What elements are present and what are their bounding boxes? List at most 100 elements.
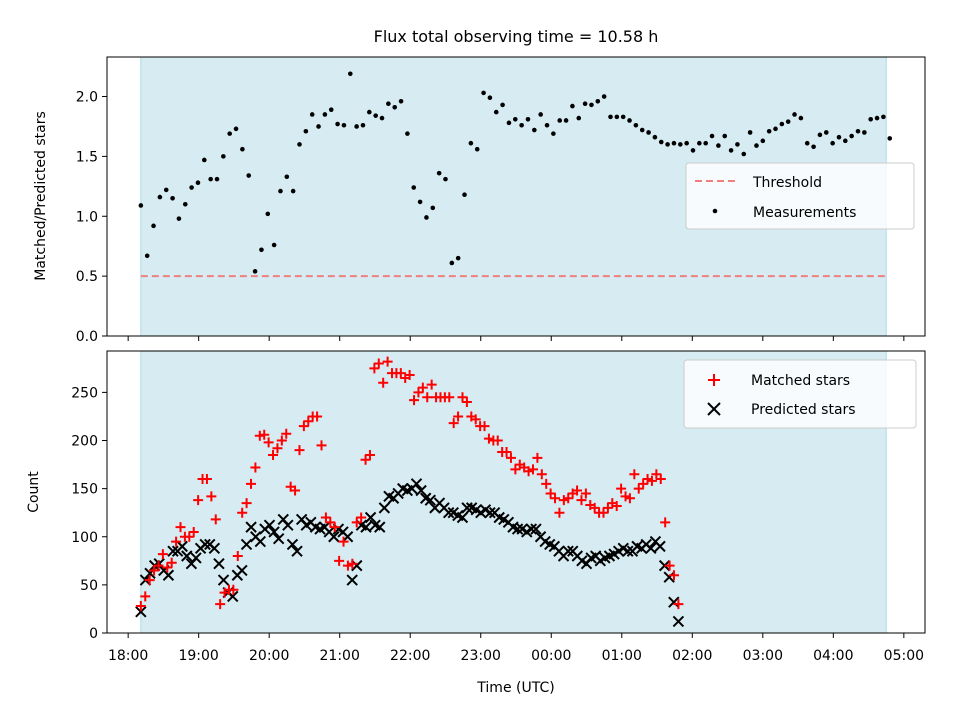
bottom-y-tick-label: 0 — [89, 626, 98, 642]
measurement-point — [887, 136, 893, 141]
measurement-point — [392, 104, 398, 110]
measurement-point — [601, 94, 607, 99]
measurement-point — [208, 176, 213, 182]
matched-stars-point — [651, 469, 662, 480]
matched-stars-point — [281, 428, 292, 439]
predicted-stars-point — [374, 521, 386, 533]
matched-stars-point — [558, 495, 569, 506]
measurement-point — [316, 124, 321, 129]
matched-stars-point — [342, 560, 353, 571]
top-y-tick-label: 0.0 — [76, 329, 98, 345]
matched-stars-point — [144, 575, 155, 586]
bottom-panel: 0 50 100 150 200 250 18:00 19:00 20:00 21:00 22:00… — [26, 350, 926, 696]
x-tick-label: 05:00 — [884, 648, 924, 664]
x-tick-label: 20:00 — [249, 648, 289, 664]
predicted-stars-point — [378, 502, 391, 514]
bottom-y-tick-label: 50 — [80, 578, 98, 594]
predicted-stars-point — [217, 574, 230, 586]
matched-stars-point — [232, 551, 243, 562]
measurement-point — [252, 269, 258, 274]
matched-stars-point — [290, 485, 301, 496]
predicted-stars-point — [668, 596, 680, 608]
measurement-point — [576, 115, 582, 121]
measurement-point — [481, 90, 486, 96]
matched-stars-point — [338, 536, 349, 547]
matched-stars-point — [241, 498, 252, 509]
matched-stars-point — [162, 562, 173, 573]
measurement-point — [227, 131, 232, 136]
measurement-point — [163, 187, 169, 193]
matched-stars-point — [660, 517, 671, 528]
matched-stars-point — [294, 445, 305, 456]
matched-stars-point — [140, 591, 151, 602]
measurement-point — [697, 140, 702, 146]
measurement-point — [741, 151, 747, 157]
predicted-stars-point — [424, 494, 437, 506]
matched-stars-point — [347, 558, 358, 569]
x-tick-label: 19:00 — [178, 648, 218, 664]
matched-stars-point — [303, 416, 314, 427]
matched-stars-point — [470, 414, 481, 425]
matched-stars-point — [638, 478, 649, 489]
matched-stars-point — [272, 443, 283, 454]
measurement-point — [360, 122, 366, 128]
matched-stars-point — [444, 392, 455, 403]
x-tick-label: 21:00 — [320, 648, 360, 664]
x-tick-label: 23:00 — [461, 648, 501, 664]
measurement-point — [862, 130, 867, 135]
matched-stars-point — [153, 560, 164, 571]
matched-stars-point — [673, 599, 684, 610]
matched-stars-point — [246, 478, 257, 489]
matched-stars-point — [457, 392, 468, 403]
matched-stars-legend-swatch — [708, 374, 720, 386]
bottom-axes-frame — [106, 350, 926, 634]
measurement-point — [570, 103, 575, 109]
measurement-point — [398, 99, 404, 104]
predicted-stars-point — [360, 521, 372, 533]
matched-stars-point — [505, 452, 516, 463]
measurement-point — [817, 132, 823, 138]
measurement-point — [760, 138, 766, 144]
x-tick-label: 00:00 — [531, 648, 571, 664]
predicted-stars-point — [511, 523, 524, 535]
measurement-point — [379, 115, 385, 121]
measurement-point — [176, 216, 182, 221]
predicted-stars-point — [525, 523, 538, 535]
matched-stars-point — [210, 514, 221, 525]
matched-stars-point — [184, 531, 195, 542]
predicted-stars-point — [456, 511, 469, 524]
measurement-point — [728, 148, 734, 153]
predicted-stars-point — [415, 484, 427, 497]
predicted-stars-point — [272, 532, 285, 545]
measurement-point — [265, 211, 271, 217]
matched-stars-point — [541, 478, 552, 489]
x-axis-label: Time (UTC) — [476, 680, 554, 696]
measurement-point — [563, 118, 569, 123]
matched-stars-point — [602, 502, 613, 513]
measurement-point — [716, 143, 721, 148]
predicted-stars-point — [286, 538, 299, 551]
measurement-point — [157, 194, 163, 200]
top-legend-box — [685, 162, 915, 230]
matched-stars-point — [206, 491, 217, 502]
measurement-point — [792, 112, 797, 117]
measurement-point — [195, 180, 201, 186]
predicted-stars-point — [364, 511, 377, 524]
predicted-stars-legend-swatch — [707, 402, 721, 416]
measurement-point — [735, 142, 740, 147]
predicted-stars-point — [645, 542, 657, 555]
measurement-point — [468, 140, 474, 146]
matched-stars-point — [629, 469, 640, 480]
measurement-point — [551, 131, 556, 136]
measurement-point — [633, 122, 639, 128]
predicted-stars-point — [263, 519, 276, 531]
matched-stars-point — [259, 429, 270, 440]
matched-stars-point — [448, 418, 459, 429]
measurement-point — [259, 247, 264, 253]
measurement-point — [347, 71, 353, 77]
measurement-point — [678, 142, 683, 147]
matched-stars-point — [135, 601, 146, 612]
matched-stars-point — [611, 500, 622, 511]
matched-stars-point — [479, 421, 490, 432]
